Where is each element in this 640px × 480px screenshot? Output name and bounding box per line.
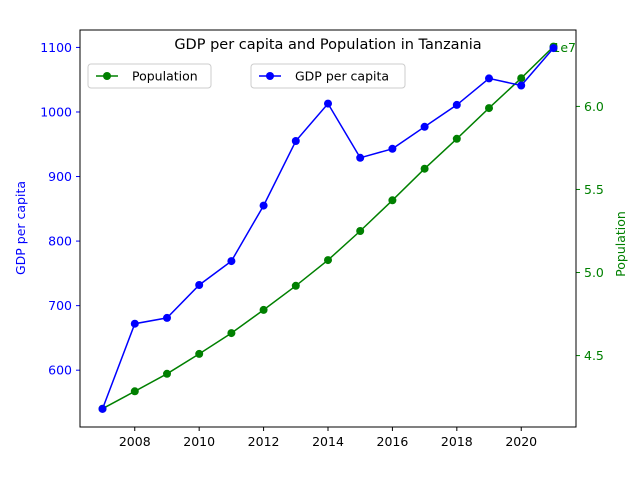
x-tick-label: 2020 <box>505 434 537 449</box>
gdp-per-capita-point <box>227 257 236 266</box>
population-point <box>324 256 332 265</box>
y-left-tick-label: 700 <box>48 298 72 313</box>
population-point <box>452 134 461 143</box>
population-point <box>227 329 236 338</box>
gdp-per-capita-point <box>163 313 171 322</box>
population-point <box>163 369 171 378</box>
y-axis-right-offset-text: 1e7 <box>552 40 576 55</box>
population-point <box>195 349 204 358</box>
plot-area-frame <box>79 29 577 428</box>
legend-marker-swatch <box>266 72 274 80</box>
y-right-tick-label: 5.0 <box>584 265 604 280</box>
gdp-per-capita-point <box>98 404 107 413</box>
legend-box <box>250 63 406 89</box>
population-point <box>420 164 429 173</box>
y-axis-left-ticks: 600 700 800 900 1000 1100 <box>40 40 80 378</box>
population-point <box>356 227 365 235</box>
y-axis-right-ticks: 4.5 5.0 5.5 6.0 <box>576 99 604 363</box>
x-tick-label: 2012 <box>248 434 280 449</box>
population-point <box>388 196 397 205</box>
gdp-per-capita-point <box>291 137 300 145</box>
legend-entry-label: GDP per capita <box>295 69 389 84</box>
y-right-tick-label: 6.0 <box>584 99 604 114</box>
gdp-per-capita-point <box>130 319 139 328</box>
gdp-per-capita-point <box>195 281 204 289</box>
gdp-per-capita-point <box>324 99 332 108</box>
population-point <box>130 387 139 396</box>
gdp-per-capita-point <box>517 81 526 90</box>
x-tick-label: 2014 <box>312 434 344 449</box>
y-right-tick-label: 5.5 <box>584 182 604 197</box>
y-left-tick-label: 800 <box>48 234 72 249</box>
x-tick-label: 2008 <box>119 434 151 449</box>
gdp-per-capita-point <box>420 122 429 131</box>
population-point <box>485 104 493 113</box>
x-tick-label: 2018 <box>441 434 473 449</box>
gdp-per-capita-point <box>259 201 268 210</box>
population-point <box>517 74 526 83</box>
legends: Population GDP per capita <box>87 63 406 89</box>
chart-title: GDP per capita and Population in Tanzani… <box>174 37 481 53</box>
y-right-tick-label: 4.5 <box>584 348 604 363</box>
legend-entry-label: Population <box>132 69 198 84</box>
population-point <box>259 305 268 314</box>
y-axis-right-label: Population <box>613 211 628 277</box>
gdp-per-capita-point <box>485 74 493 83</box>
y-left-tick-label: 1100 <box>40 40 72 55</box>
y-left-tick-label: 1000 <box>40 104 72 119</box>
legend-box <box>87 63 212 89</box>
gdp-per-capita-point <box>388 144 397 153</box>
y-left-tick-label: 600 <box>48 363 72 378</box>
gdp-per-capita-point <box>452 100 461 109</box>
y-axis-left-label: GDP per capita <box>13 181 28 275</box>
gdp-per-capita-point <box>356 153 365 162</box>
x-axis-ticks: 2008 2010 2012 2014 2016 2018 2020 <box>119 427 537 449</box>
legend-marker-swatch <box>103 72 111 80</box>
gdp-per-capita-point <box>549 44 558 53</box>
x-tick-label: 2010 <box>183 434 215 449</box>
y-left-tick-label: 900 <box>48 169 72 184</box>
x-tick-label: 2016 <box>377 434 409 449</box>
population-point <box>291 281 300 290</box>
plot-series <box>98 42 558 413</box>
